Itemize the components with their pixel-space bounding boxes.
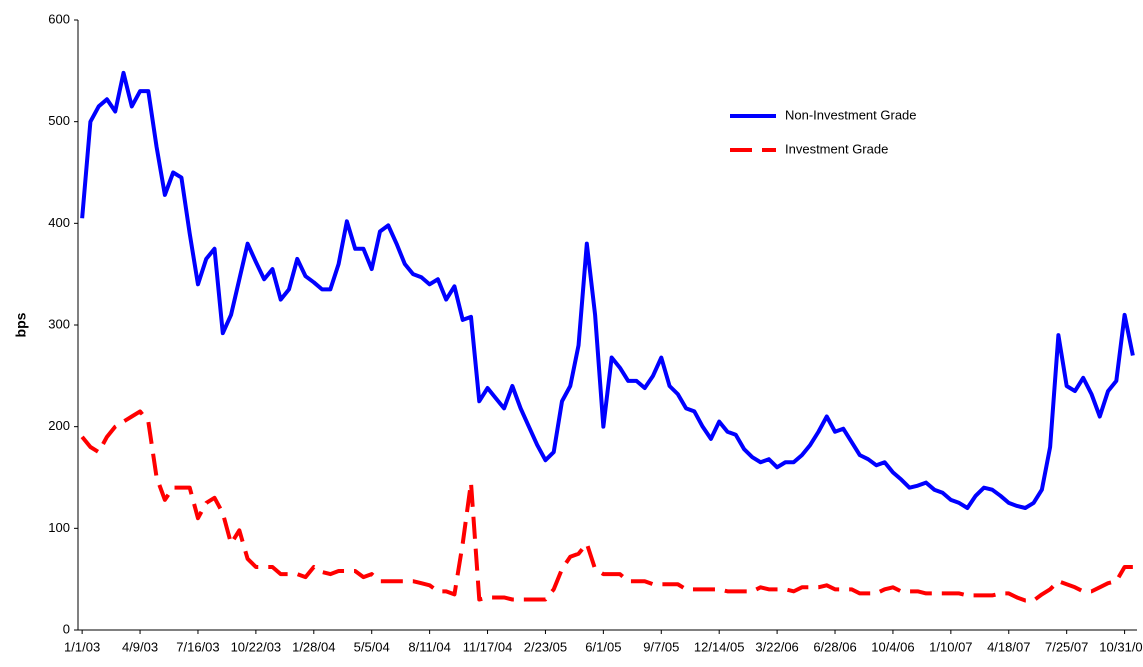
legend-label: Investment Grade [785,141,888,156]
y-tick-label: 300 [48,316,70,331]
x-tick-label: 4/18/07 [987,639,1030,654]
x-tick-label: 9/7/05 [643,639,679,654]
y-tick-label: 100 [48,520,70,535]
y-tick-label: 400 [48,215,70,230]
y-axis-label: bps [13,312,29,337]
y-tick-label: 200 [48,418,70,433]
x-tick-label: 2/23/05 [524,639,567,654]
x-tick-label: 1/1/03 [64,639,100,654]
x-tick-label: 10/31/07 [1099,639,1143,654]
legend-label: Non-Investment Grade [785,107,917,122]
x-tick-label: 4/9/03 [122,639,158,654]
x-tick-label: 10/22/03 [231,639,282,654]
x-tick-label: 7/16/03 [176,639,219,654]
x-tick-label: 5/5/04 [354,639,390,654]
x-tick-label: 1/10/07 [929,639,972,654]
x-tick-label: 3/22/06 [755,639,798,654]
x-tick-label: 6/1/05 [585,639,621,654]
series-line [80,409,1133,603]
y-tick-label: 600 [48,11,70,26]
x-tick-label: 1/28/04 [292,639,335,654]
y-tick-label: 500 [48,113,70,128]
x-tick-label: 10/4/06 [871,639,914,654]
x-tick-label: 6/28/06 [813,639,856,654]
x-tick-label: 7/25/07 [1045,639,1088,654]
x-tick-label: 12/14/05 [694,639,745,654]
y-tick-label: 0 [63,621,70,636]
x-tick-label: 8/11/04 [408,639,450,654]
series-line [80,70,1135,510]
x-tick-label: 11/17/04 [463,639,513,654]
